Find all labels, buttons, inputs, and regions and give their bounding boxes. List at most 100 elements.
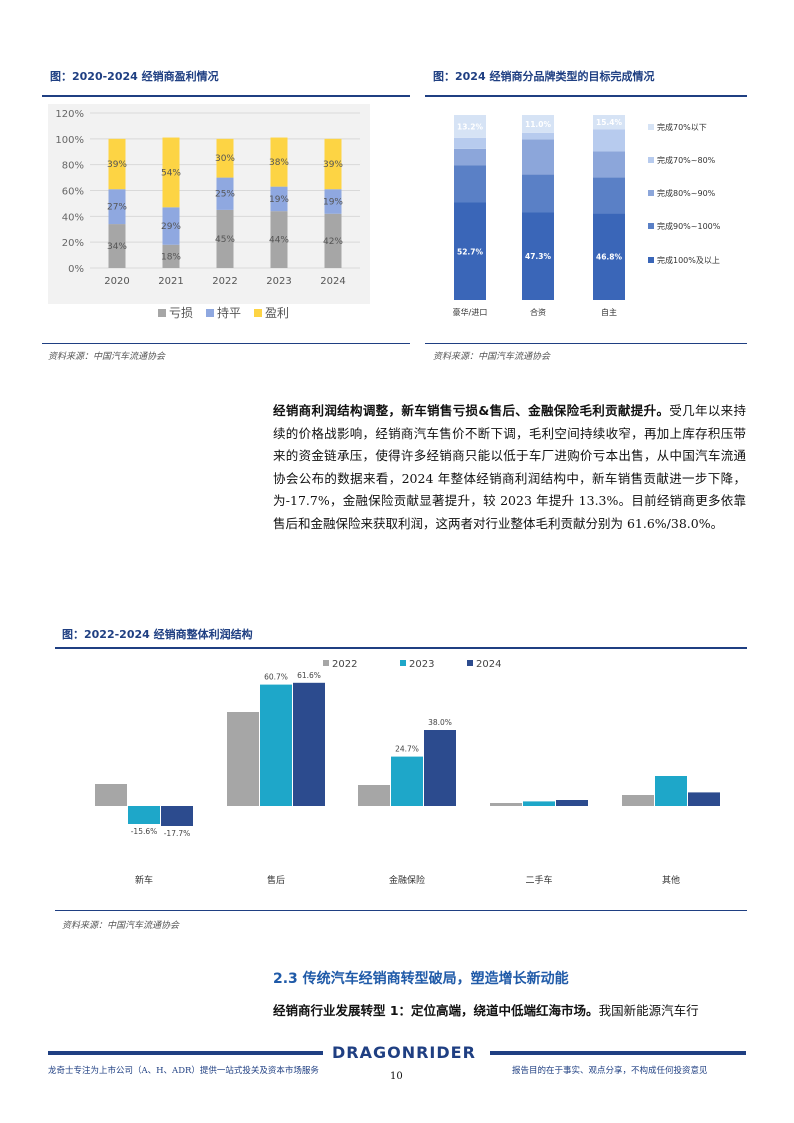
legend-label: 2023: [409, 659, 434, 670]
bar-segment: [162, 207, 180, 245]
bar: [490, 803, 522, 806]
bar: [260, 684, 292, 806]
fig1-top-rule: [42, 95, 410, 97]
data-label: 60.7%: [264, 673, 288, 682]
data-label: 54%: [161, 168, 181, 178]
data-label: 11.0%: [525, 120, 552, 129]
y-tick-label: 100%: [55, 135, 84, 146]
bar-segment: [593, 177, 625, 214]
x-tick-label: 金融保险: [389, 874, 425, 886]
data-label: 46.8%: [596, 253, 623, 262]
bar-segment: [324, 189, 342, 214]
bar-segment: [270, 137, 288, 187]
data-label: 47.3%: [525, 252, 552, 261]
bar-segment: [216, 138, 234, 178]
bar: [227, 712, 259, 806]
legend-swatch: [158, 309, 166, 317]
bar: [424, 730, 456, 806]
footer-right-bar: [490, 1051, 746, 1055]
footer-left-bar: [48, 1051, 323, 1055]
data-label: 44%: [269, 236, 289, 246]
x-tick-label: 2023: [266, 276, 291, 287]
fig3-source: 资料来源：中国汽车流通协会: [62, 921, 180, 931]
data-label: 18%: [161, 252, 181, 262]
data-label: 27%: [107, 203, 127, 213]
legend-swatch: [648, 190, 654, 196]
bar-segment: [108, 138, 126, 190]
legend-label: 亏损: [169, 306, 193, 320]
y-tick-label: 0%: [68, 264, 84, 275]
bar-segment: [454, 148, 486, 166]
data-label: 61.6%: [297, 671, 321, 680]
bar-segment: [593, 151, 625, 178]
x-tick-label: 2024: [320, 276, 345, 287]
legend-swatch: [323, 660, 329, 666]
fig3-top-rule: [55, 647, 747, 649]
bar-segment: [454, 137, 486, 149]
data-label: 25%: [215, 190, 235, 200]
legend-label: 2024: [476, 659, 501, 670]
x-tick-label: 二手车: [525, 874, 552, 886]
bar-segment: [108, 224, 126, 268]
profit-structure-paragraph: 经销商利润结构调整，新车销售亏损&售后、金融保险毛利贡献提升。受几年以来持续的价…: [273, 400, 746, 535]
fig2-top-rule: [425, 95, 747, 97]
bar: [622, 795, 654, 806]
data-label: 39%: [323, 160, 343, 170]
x-tick-label: 售后: [267, 874, 285, 886]
bar: [523, 801, 555, 806]
legend-label: 完成100%及以上: [657, 255, 720, 265]
legend-swatch: [400, 660, 406, 666]
bar: [688, 792, 720, 806]
page-number: 10: [390, 1071, 403, 1082]
bar-segment: [216, 177, 234, 210]
data-label: 42%: [323, 237, 343, 247]
y-tick-label: 60%: [62, 187, 84, 198]
section-heading: 2.3 传统汽车经销商转型破局，塑造增长新动能: [273, 971, 569, 987]
bar-segment: [162, 137, 180, 208]
para1-lead: 经销商利润结构调整，新车销售亏损&售后、金融保险毛利贡献提升。: [273, 403, 670, 418]
data-label: 30%: [215, 154, 235, 164]
fig3-title: 图：2022-2024 经销商整体利润结构: [62, 628, 253, 641]
bar-segment: [454, 115, 486, 138]
y-tick-label: 80%: [62, 161, 84, 172]
y-tick-label: 40%: [62, 212, 84, 223]
bar: [161, 806, 193, 826]
x-tick-label: 其他: [662, 874, 680, 886]
data-label: 29%: [161, 222, 181, 232]
bar-segment: [522, 212, 554, 300]
para1-text: 受几年以来持续的价格战影响，经销商汽车售价不断下调，毛利空间持续收窄，再加上库存…: [273, 403, 746, 531]
x-tick-label: 2020: [104, 276, 129, 287]
data-label: 15.4%: [596, 118, 623, 127]
bar: [95, 784, 127, 806]
bar-segment: [593, 213, 625, 300]
data-label: 24.7%: [395, 745, 419, 754]
fig2-title: 图：2024 经销商分品牌类型的目标完成情况: [433, 70, 655, 83]
x-tick-label: 合资: [530, 307, 546, 317]
profit-structure-grouped-bar-chart: -15.6% -17.7% 新车 60.7% 61.6% 售后 24.7% 38.0% 金融保险…: [95, 659, 720, 886]
legend-swatch: [648, 157, 654, 163]
bar-segment: [593, 129, 625, 152]
target-completion-stacked-bar-chart: 52.7% 13.2% 豪华/进口 47.3% 11.0% 合资 46.8% 15.4% 自主 完…: [453, 115, 721, 317]
bar-segment: [522, 174, 554, 213]
x-tick-label: 自主: [601, 307, 617, 317]
bar-segment: [593, 115, 625, 130]
data-label: 34%: [107, 242, 127, 252]
fig3-bottom-rule: [55, 910, 747, 911]
legend-label: 完成70%~80%: [657, 155, 716, 165]
bar-segment: [270, 211, 288, 268]
para2-text: 我国新能源汽车行: [598, 1003, 699, 1018]
bar-segment: [216, 209, 234, 268]
legend-label: 完成70%以下: [657, 122, 707, 132]
data-label: 45%: [215, 235, 235, 245]
y-tick-label: 120%: [55, 109, 84, 120]
data-label: -17.7%: [164, 829, 191, 838]
x-tick-label: 2021: [158, 276, 183, 287]
bar-segment: [162, 244, 180, 268]
dragonrider-logo: DRAGONRIDER: [332, 1043, 476, 1062]
bar-segment: [454, 202, 486, 300]
bar-segment: [324, 213, 342, 268]
bar: [655, 776, 687, 806]
data-label: 19%: [269, 195, 289, 205]
footer-left-text: 龙奇士专注为上市公司（A、H、ADR）提供一站式投关及资本市场服务: [48, 1066, 319, 1076]
data-label: 38%: [269, 158, 289, 168]
